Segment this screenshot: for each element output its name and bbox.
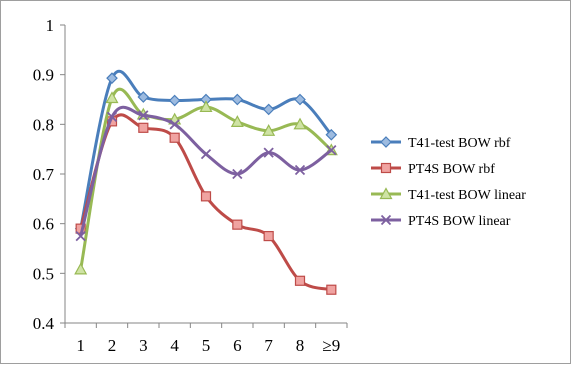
legend-marker (380, 162, 392, 174)
data-point (230, 115, 244, 127)
series-4 (75, 105, 337, 242)
y-tick-label: 0.7 (33, 165, 55, 184)
axes: 0.4 0.5 0.6 0.7 0.8 0.9 1 1 2 3 4 5 6 7 8 ≥9 (33, 16, 348, 355)
data-point (137, 91, 150, 103)
y-tick-label: 1 (46, 16, 55, 35)
legend-label: PT4S BOW linear (408, 214, 511, 229)
series-1 (74, 69, 338, 235)
legend-label: T41-test BOW linear (408, 188, 526, 203)
x-tick-label: 3 (139, 336, 148, 355)
y-tick-label: 0.4 (33, 314, 55, 333)
data-point (199, 100, 213, 113)
legend-item: T41-test BOW rbf (371, 136, 511, 151)
series-line (79, 113, 332, 292)
data-point (294, 275, 306, 286)
data-point (263, 147, 274, 158)
x-tick-label: 6 (233, 336, 242, 355)
series-2 (75, 113, 337, 295)
data-point (326, 145, 337, 156)
data-point (294, 164, 306, 176)
legend-label: T41-test BOW rbf (408, 136, 511, 151)
data-point (200, 191, 212, 202)
data-point (232, 219, 243, 230)
data-point (263, 230, 274, 242)
x-tick-label: 4 (170, 336, 179, 355)
x-tick-label: 7 (264, 336, 273, 355)
data-point (168, 94, 181, 107)
legend-marker (380, 214, 392, 226)
y-tick-label: 0.8 (33, 115, 54, 134)
data-point (262, 124, 276, 136)
y-tick-label: 0.6 (33, 215, 54, 234)
y-tick-label: 0.9 (33, 66, 54, 85)
data-point (293, 117, 307, 130)
legend-marker (380, 136, 392, 148)
data-point (200, 148, 212, 160)
x-tick-label: ≥9 (322, 336, 340, 355)
x-tick-label: 8 (296, 336, 305, 355)
legend-item: PT4S BOW linear (371, 214, 511, 229)
data-point (105, 91, 119, 104)
y-tick-label: 0.5 (33, 264, 54, 283)
data-point (169, 132, 180, 143)
data-point (294, 93, 306, 106)
series-line (79, 105, 333, 237)
legend: T41-test BOW rbf PT4S BOW rbf T41-test BOW… (371, 136, 526, 229)
data-point (169, 119, 180, 130)
data-point (326, 284, 337, 295)
series-group (74, 69, 338, 295)
data-point (106, 72, 118, 84)
data-point (325, 128, 338, 141)
data-point (232, 168, 243, 180)
legend-marker (379, 187, 393, 200)
data-point (74, 262, 88, 275)
data-point (262, 103, 275, 116)
data-point (138, 110, 149, 121)
legend-label: PT4S BOW rbf (408, 162, 495, 177)
x-tick-label: 1 (76, 336, 85, 355)
x-tick-label: 5 (202, 336, 211, 355)
legend-item: T41-test BOW linear (371, 187, 526, 203)
data-point (231, 93, 244, 106)
x-tick-label: 2 (108, 336, 117, 355)
data-point (106, 111, 118, 123)
data-point (75, 230, 86, 242)
legend-item: PT4S BOW rbf (371, 162, 495, 177)
data-point (138, 122, 149, 133)
